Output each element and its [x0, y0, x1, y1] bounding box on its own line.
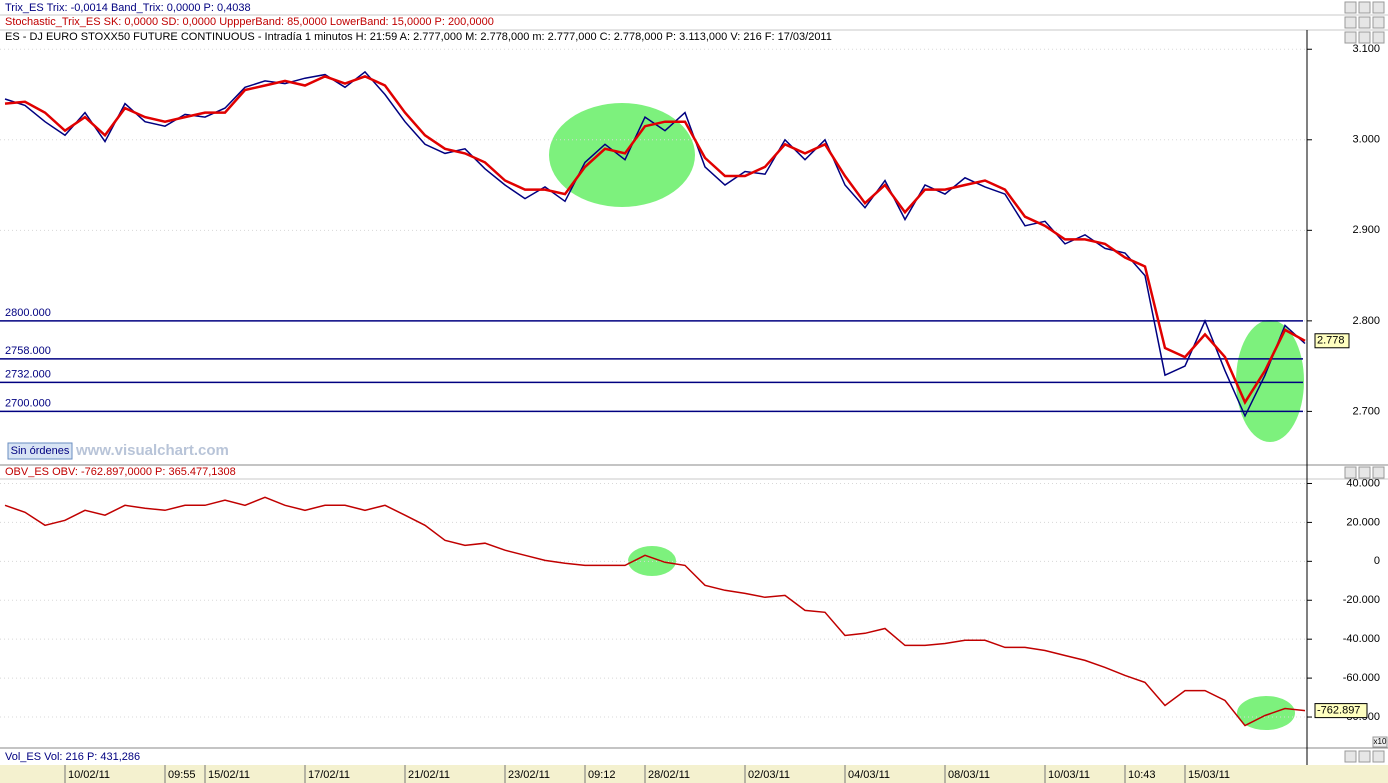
x-tick-label: 10:43	[1128, 769, 1156, 781]
volume-header: Vol_ES Vol: 216 P: 431,286	[5, 751, 140, 763]
scale-badge-box[interactable]	[1372, 736, 1388, 748]
y-tick-label: -20.000	[1343, 594, 1380, 606]
x-tick-label: 15/03/11	[1188, 769, 1230, 781]
series-line	[4, 75, 1306, 405]
indicator-header: Stochastic_Trix_ES SK: 0,0000 SD: 0,0000…	[5, 16, 494, 28]
y-tick-label: -60.000	[1343, 672, 1380, 684]
x-tick-label: 04/03/11	[848, 769, 890, 781]
orders-button-label[interactable]: Sin órdenes	[11, 445, 70, 457]
level-label: 2800.000	[5, 307, 51, 319]
x-tick-label: 08/03/11	[948, 769, 990, 781]
y-tick-label: 0	[1374, 555, 1380, 567]
x-tick-label: 15/02/11	[208, 769, 250, 781]
window-buttons[interactable]	[1344, 1, 1385, 763]
x-tick-label: 02/03/11	[748, 769, 790, 781]
y-tick-label: 3.000	[1352, 134, 1380, 146]
x-tick-label: 09:55	[168, 769, 196, 781]
last-value-box	[1314, 703, 1368, 719]
level-label: 2700.000	[5, 397, 51, 409]
scale-badge[interactable]: x10	[1374, 737, 1387, 746]
level-label: 2732.000	[5, 368, 51, 380]
x-tick-label: 21/02/11	[408, 769, 450, 781]
y-tick-label: 40.000	[1346, 477, 1380, 489]
last-price-box	[1314, 333, 1350, 349]
x-tick-label: 09:12	[588, 769, 616, 781]
last-value-label: -762.897	[1317, 705, 1360, 717]
watermark: www.visualchart.com	[75, 442, 229, 459]
x-tick-label: 23/02/11	[508, 769, 550, 781]
last-price-label: 2.778	[1317, 335, 1345, 347]
x-tick-label: 28/02/11	[648, 769, 690, 781]
y-tick-label: 2.800	[1352, 315, 1380, 327]
x-tick-label: 10/02/11	[68, 769, 110, 781]
y-tick-label: 3.100	[1352, 43, 1380, 55]
y-tick-label: -40.000	[1343, 633, 1380, 645]
level-label: 2758.000	[5, 345, 51, 357]
x-tick-label: 10/03/11	[1048, 769, 1090, 781]
orders-button[interactable]	[7, 442, 73, 460]
x-axis-bar	[0, 765, 1388, 783]
obv-title: OBV_ES OBV: -762.897,0000 P: 365.477,130…	[5, 466, 236, 478]
series-line	[4, 496, 1306, 727]
indicator-header: Trix_ES Trix: -0,0014 Band_Trix: 0,0000 …	[5, 2, 251, 14]
y-tick-label: 2.900	[1352, 224, 1380, 236]
x-tick-label: 17/02/11	[308, 769, 350, 781]
y-tick-label: 2.700	[1352, 405, 1380, 417]
y-tick-label: 20.000	[1346, 516, 1380, 528]
chart-title: ES - DJ EURO STOXX50 FUTURE CONTINUOUS -…	[5, 31, 832, 43]
